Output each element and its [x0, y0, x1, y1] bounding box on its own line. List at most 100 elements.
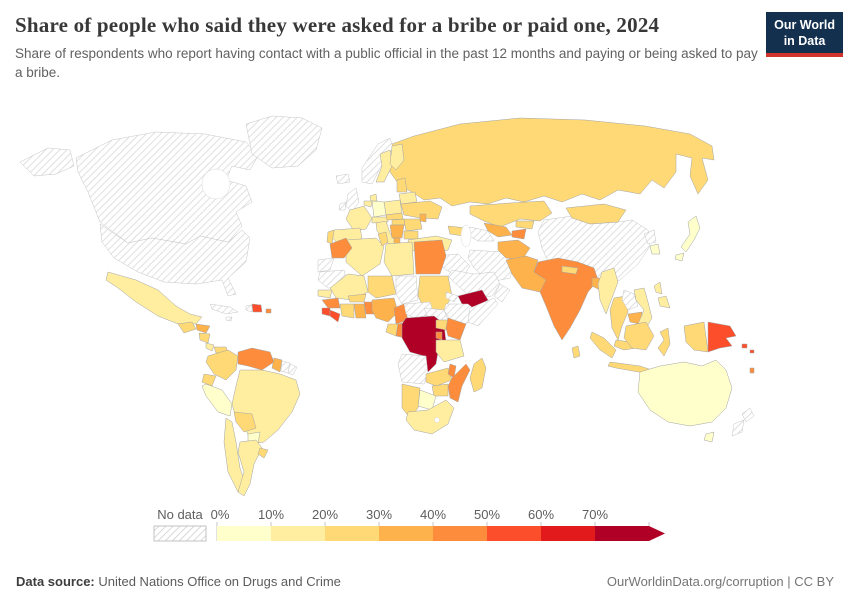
- country-kazakhstan[interactable]: [469, 200, 553, 228]
- country-benelux[interactable]: [363, 200, 373, 208]
- legend-bin-5[interactable]: [487, 526, 541, 541]
- country-angola[interactable]: [397, 353, 429, 385]
- legend-bin-6[interactable]: [541, 526, 595, 541]
- country-indonesia-borneo[interactable]: [623, 321, 655, 351]
- country-dominican-republic[interactable]: [251, 303, 263, 313]
- country-ireland[interactable]: [338, 201, 347, 211]
- country-sweden[interactable]: [375, 149, 393, 183]
- legend-bin-0[interactable]: [217, 526, 271, 541]
- country-brazil[interactable]: [231, 369, 301, 445]
- country-bolivia[interactable]: [233, 411, 257, 433]
- country-kenya[interactable]: [445, 317, 467, 341]
- country-myanmar[interactable]: [597, 267, 619, 315]
- country-tajikistan[interactable]: [511, 228, 527, 240]
- country-laos[interactable]: [621, 289, 639, 311]
- country-venezuela[interactable]: [237, 347, 275, 371]
- country-greenland[interactable]: [245, 115, 323, 169]
- country-liberia[interactable]: [329, 309, 341, 323]
- country-united-states[interactable]: [99, 223, 251, 297]
- country-iceland[interactable]: [335, 173, 351, 185]
- owid-logo[interactable]: Our World in Data: [766, 12, 843, 58]
- country-lesotho[interactable]: [434, 417, 440, 423]
- country-cuba[interactable]: [209, 303, 239, 315]
- credit-link[interactable]: OurWorldinData.org/corruption | CC BY: [606, 574, 834, 589]
- legend-bin-1[interactable]: [271, 526, 325, 541]
- country-nepal[interactable]: [561, 265, 579, 275]
- country-indonesia-sumatra[interactable]: [589, 331, 617, 359]
- country-haiti[interactable]: [245, 304, 253, 313]
- country-french-guiana[interactable]: [287, 363, 298, 376]
- legend-bin-4[interactable]: [433, 526, 487, 541]
- country-costa-rica[interactable]: [205, 342, 215, 352]
- country-libya[interactable]: [383, 241, 415, 277]
- country-guyana[interactable]: [271, 357, 283, 373]
- country-finland[interactable]: [389, 143, 405, 171]
- country-belarus[interactable]: [398, 191, 418, 205]
- country-new-zealand-north[interactable]: [741, 407, 755, 423]
- country-colombia[interactable]: [205, 349, 239, 381]
- no-data-swatch[interactable]: [153, 525, 207, 542]
- country-eritrea[interactable]: [445, 291, 459, 303]
- country-sri-lanka[interactable]: [571, 345, 581, 359]
- country-hungary[interactable]: [391, 218, 406, 226]
- country-russia[interactable]: [389, 117, 715, 207]
- country-south-korea[interactable]: [649, 243, 661, 255]
- country-tunisia[interactable]: [377, 231, 389, 247]
- country-uzbekistan[interactable]: [483, 222, 513, 238]
- country-sierra-leone[interactable]: [321, 307, 331, 317]
- country-tasmania[interactable]: [703, 431, 715, 443]
- country-australia[interactable]: [637, 359, 733, 427]
- country-senegal[interactable]: [317, 289, 333, 299]
- country-uruguay[interactable]: [257, 447, 269, 459]
- country-ecuador[interactable]: [201, 373, 217, 387]
- country-new-zealand-south[interactable]: [731, 419, 745, 437]
- country-tanzania[interactable]: [435, 339, 465, 363]
- country-saudi-arabia[interactable]: [447, 269, 501, 299]
- country-oman[interactable]: [493, 283, 511, 303]
- legend-bin-2[interactable]: [325, 526, 379, 541]
- country-indonesia-papua[interactable]: [683, 321, 709, 353]
- country-kyrgyzstan[interactable]: [515, 220, 535, 230]
- country-egypt[interactable]: [413, 239, 447, 275]
- country-france[interactable]: [345, 205, 373, 232]
- country-india[interactable]: [533, 257, 599, 341]
- country-germany[interactable]: [371, 200, 387, 218]
- country-guinea[interactable]: [321, 297, 341, 309]
- country-solomon-islands[interactable]: [741, 343, 748, 349]
- legend-bin-3[interactable]: [379, 526, 433, 541]
- country-indonesia-sulawesi[interactable]: [657, 327, 671, 357]
- country-uganda[interactable]: [435, 319, 449, 331]
- country-ghana[interactable]: [353, 303, 367, 319]
- country-niger[interactable]: [367, 275, 397, 299]
- country-solomon-islands-2[interactable]: [749, 349, 755, 354]
- country-chad[interactable]: [395, 275, 419, 305]
- country-poland[interactable]: [383, 199, 403, 216]
- country-zambia[interactable]: [425, 367, 453, 387]
- country-peru[interactable]: [201, 383, 233, 417]
- country-cote-divoire[interactable]: [339, 303, 355, 319]
- country-algeria[interactable]: [345, 237, 385, 277]
- country-pakistan[interactable]: [505, 255, 547, 293]
- country-papua-new-guinea[interactable]: [707, 321, 737, 353]
- country-somalia[interactable]: [467, 297, 499, 327]
- country-ukraine[interactable]: [400, 200, 443, 220]
- country-denmark[interactable]: [369, 193, 378, 202]
- country-honduras[interactable]: [195, 323, 211, 334]
- country-guatemala[interactable]: [177, 321, 197, 334]
- country-philippines[interactable]: [653, 281, 663, 295]
- country-mongolia[interactable]: [565, 203, 627, 225]
- country-bulgaria[interactable]: [403, 230, 419, 240]
- country-nigeria[interactable]: [371, 297, 399, 323]
- country-south-africa[interactable]: [405, 399, 455, 435]
- country-nicaragua[interactable]: [198, 332, 211, 344]
- country-serbia-balkans[interactable]: [389, 224, 405, 239]
- country-zimbabwe[interactable]: [431, 383, 449, 397]
- country-japan[interactable]: [680, 215, 701, 253]
- country-western-sahara[interactable]: [317, 257, 335, 273]
- country-puerto-rico[interactable]: [265, 308, 272, 314]
- country-japan-kyushu[interactable]: [674, 252, 685, 262]
- country-united-kingdom[interactable]: [345, 187, 360, 213]
- country-madagascar[interactable]: [469, 357, 487, 393]
- country-morocco[interactable]: [329, 237, 353, 259]
- country-mozambique[interactable]: [447, 363, 471, 403]
